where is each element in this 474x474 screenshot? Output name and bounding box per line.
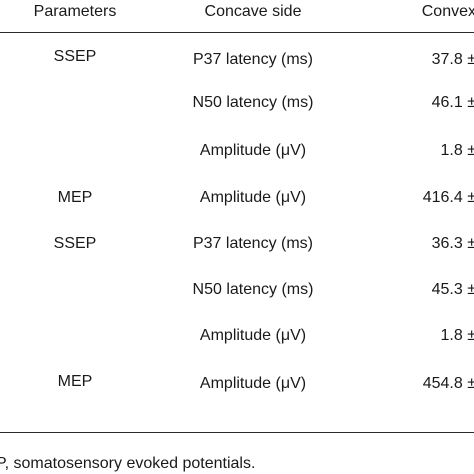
header-parameters: Parameters xyxy=(33,3,117,20)
row-measure: Amplitude (μV) xyxy=(199,142,307,159)
row-convex-value: 37.8 ± xyxy=(431,51,474,68)
row-convex-value: 1.8 ± xyxy=(440,142,474,159)
row-measure: N50 latency (ms) xyxy=(192,94,314,111)
row-measure: Amplitude (μV) xyxy=(199,375,307,392)
row-convex-value: 416.4 ± xyxy=(422,189,474,206)
row-parameter: MEP xyxy=(57,373,93,390)
row-measure: Amplitude (μV) xyxy=(199,327,307,344)
table-footnote: P, somatosensory evoked potentials. xyxy=(0,455,256,472)
row-parameter: MEP xyxy=(57,189,93,206)
header-concave-side: Concave side xyxy=(204,3,302,20)
row-convex-value: 36.3 ± xyxy=(431,235,474,252)
row-parameter: SSEP xyxy=(53,48,97,65)
table-header-rule xyxy=(0,32,474,33)
row-convex-value: 46.1 ± xyxy=(431,94,474,111)
row-measure: N50 latency (ms) xyxy=(192,281,314,298)
row-parameter: SSEP xyxy=(53,235,97,252)
row-convex-value: 45.3 ± xyxy=(431,281,474,298)
row-convex-value: 1.8 ± xyxy=(440,327,474,344)
table-bottom-rule xyxy=(0,432,474,433)
row-measure: Amplitude (μV) xyxy=(199,189,307,206)
row-convex-value: 454.8 ± xyxy=(422,375,474,392)
header-convex-side: Convex xyxy=(421,3,474,20)
row-measure: P37 latency (ms) xyxy=(192,235,314,252)
row-measure: P37 latency (ms) xyxy=(192,51,314,68)
